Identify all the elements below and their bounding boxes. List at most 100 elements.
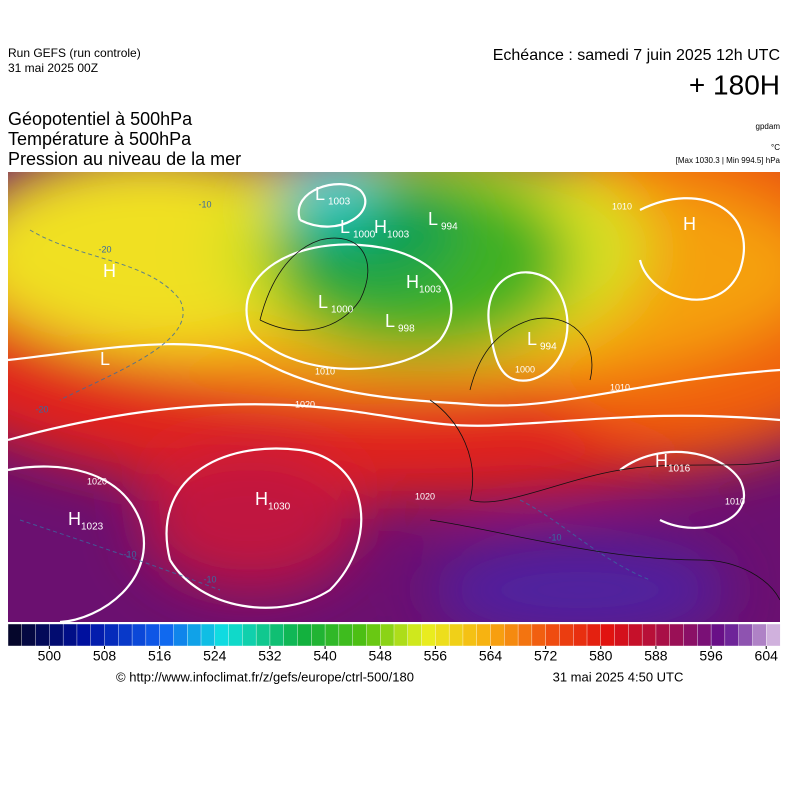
colorbar-swatch <box>90 623 106 647</box>
colorbar-swatch <box>324 623 340 647</box>
isobar-label: 1010 <box>610 382 630 392</box>
colorbar-swatch <box>297 623 312 647</box>
center-value: 1023 <box>81 522 104 533</box>
pressure-range: [Max 1030.3 | Min 994.5] hPa <box>676 156 781 165</box>
colorbar-tick-label: 596 <box>699 648 723 664</box>
field-title: Pression au niveau de la mer <box>8 149 241 169</box>
colorbar-swatch <box>559 623 574 647</box>
colorbar-swatch <box>573 623 588 647</box>
pressure-center: H 1003 <box>406 272 442 296</box>
center-letter: L <box>428 209 438 229</box>
pressure-center: L 994 <box>527 329 557 353</box>
colorbar-tick-label: 532 <box>258 648 282 664</box>
center-letter: L <box>385 311 395 331</box>
unit-label: °C <box>771 143 780 152</box>
colorbar-swatch <box>462 623 478 647</box>
colorbar-tick-label: 572 <box>534 648 558 664</box>
colorbar-swatch <box>517 623 533 647</box>
temperature-label: -10 <box>548 532 561 542</box>
colorbar-swatch <box>242 623 257 647</box>
colorbar-swatch <box>338 623 354 647</box>
center-value: 1003 <box>419 285 442 296</box>
colorbar-swatch <box>421 623 436 647</box>
center-letter: L <box>100 349 110 369</box>
isobar-label: 1010 <box>725 496 745 506</box>
colorbar-swatch <box>628 623 643 647</box>
center-value: 998 <box>398 324 415 335</box>
center-letter: H <box>683 214 696 234</box>
colorbar-swatch <box>448 623 464 647</box>
colorbar-swatch <box>7 623 23 647</box>
temperature-label: -10 <box>203 574 216 584</box>
colorbar-swatch <box>476 623 492 647</box>
colorbar-tick-label: 508 <box>93 648 117 664</box>
colorbar-swatch <box>393 623 409 647</box>
colorbar-swatch <box>269 623 285 647</box>
colorbar-swatch <box>531 623 547 647</box>
isobar-label: 1010 <box>315 366 335 376</box>
isobar-label: 1020 <box>415 491 435 501</box>
colorbar-swatch <box>655 623 671 647</box>
pressure-center: L 1003 <box>315 184 351 208</box>
isobar-label: 1020 <box>87 476 107 486</box>
colorbar-swatch <box>311 623 326 647</box>
colorbar-swatch <box>490 623 505 647</box>
pressure-center: H 1023 <box>68 509 104 533</box>
colorbar-tick-label: 580 <box>589 648 613 664</box>
pressure-center: H <box>103 261 116 281</box>
colorbar-swatch <box>118 623 133 647</box>
isobar-label: 1020 <box>295 399 315 409</box>
unit-label: gpdam <box>756 122 781 131</box>
pressure-center: L 1000 <box>340 217 376 241</box>
pressure-center: L <box>100 349 110 369</box>
temperature-label: -10 <box>198 199 211 209</box>
colorbar-swatch <box>504 623 519 647</box>
field-title: Température à 500hPa <box>8 129 192 149</box>
temperature-label: -10 <box>123 549 136 559</box>
colorbar-swatch <box>145 623 161 647</box>
colorbar-swatch <box>187 623 202 647</box>
colorbar-swatch <box>766 623 781 647</box>
colorbar-swatch <box>366 623 381 647</box>
colorbar-tick-label: 556 <box>424 648 448 664</box>
center-value: 1000 <box>331 305 354 316</box>
colorbar-swatch <box>669 623 685 647</box>
colorbar-swatch <box>283 623 299 647</box>
colorbar-swatch <box>380 623 395 647</box>
colorbar-swatch <box>710 623 726 647</box>
center-letter: H <box>406 272 419 292</box>
colorbar-swatch <box>131 623 147 647</box>
colorbar-swatch <box>159 623 174 647</box>
colorbar-tick-label: 540 <box>313 648 337 664</box>
colorbar-tick-label: 588 <box>644 648 668 664</box>
pressure-center: L 998 <box>385 311 415 335</box>
center-letter: H <box>374 217 387 237</box>
colorbar-swatch <box>49 623 64 647</box>
colorbar-swatch <box>352 623 367 647</box>
center-letter: H <box>103 261 116 281</box>
colorbar-swatch <box>614 623 629 647</box>
pressure-center: H 1016 <box>655 451 691 475</box>
colorbar-swatch <box>214 623 230 647</box>
center-letter: H <box>68 509 81 529</box>
center-value: 1003 <box>387 230 410 241</box>
colorbar-swatch <box>200 623 216 647</box>
colorbar-tick-label: 500 <box>38 648 62 664</box>
colorbar-swatch <box>407 623 423 647</box>
isobar-label: 1010 <box>612 201 632 211</box>
footer-date: 31 mai 2025 4:50 UTC <box>553 669 684 684</box>
colorbar-tick-label: 516 <box>148 648 172 664</box>
temperature-label: -20 <box>35 404 48 414</box>
colorbar-swatch <box>255 623 271 647</box>
colorbar-swatch <box>35 623 50 647</box>
center-letter: L <box>340 217 350 237</box>
center-value: 1016 <box>668 464 691 475</box>
colorbar-swatch <box>697 623 712 647</box>
colorbar-swatch <box>76 623 92 647</box>
colorbar-swatch <box>21 623 37 647</box>
run-date: 31 mai 2025 00Z <box>8 61 98 75</box>
colorbar-tick-label: 564 <box>479 648 503 664</box>
footer-url: © http://www.infoclimat.fr/z/gefs/europe… <box>116 669 414 684</box>
isobar-label: 1000 <box>515 364 535 374</box>
